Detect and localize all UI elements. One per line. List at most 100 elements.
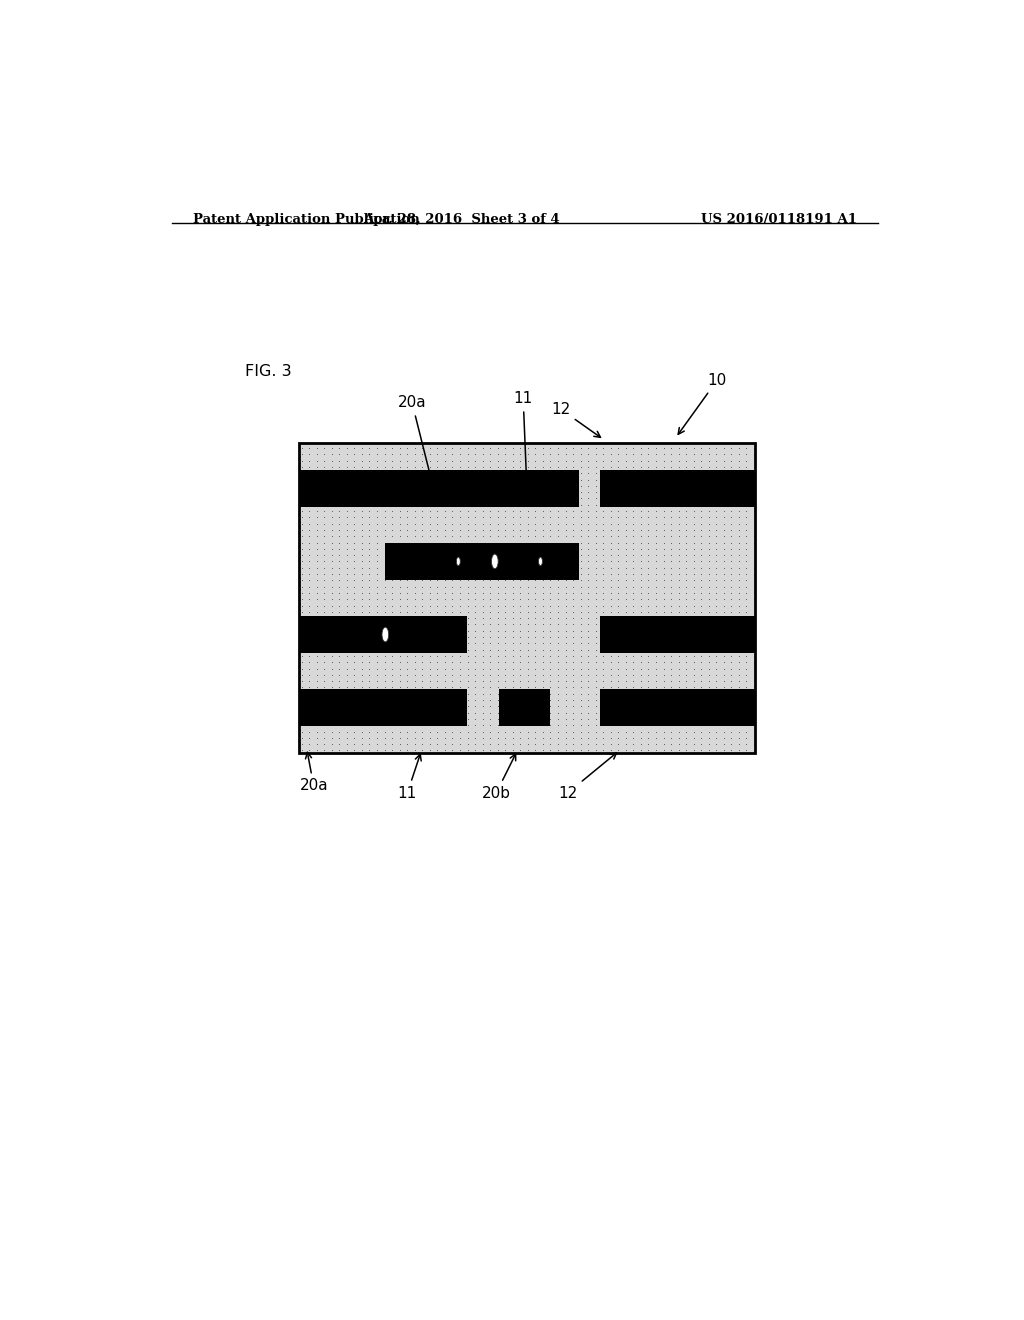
Point: [467, 721, 483, 742]
Point: [407, 652, 423, 673]
Point: [436, 714, 453, 735]
Point: [626, 595, 642, 616]
Point: [489, 500, 506, 521]
Point: [316, 652, 333, 673]
Point: [633, 677, 649, 698]
Point: [369, 444, 385, 465]
Point: [648, 462, 665, 483]
Point: [497, 519, 513, 540]
Point: [353, 437, 370, 458]
Point: [377, 627, 393, 648]
Point: [407, 488, 423, 510]
Point: [353, 507, 370, 528]
Point: [384, 639, 400, 660]
Point: [294, 741, 310, 762]
Point: [685, 457, 701, 478]
Point: [550, 652, 566, 673]
Point: [738, 595, 755, 616]
Point: [716, 582, 732, 603]
Point: [550, 444, 566, 465]
Point: [339, 500, 355, 521]
Point: [671, 684, 687, 705]
Point: [527, 488, 544, 510]
Point: [709, 684, 725, 705]
Point: [550, 437, 566, 458]
Point: [610, 627, 627, 648]
Point: [505, 714, 521, 735]
Point: [602, 488, 618, 510]
Point: [519, 462, 536, 483]
Point: [512, 696, 528, 717]
Point: [346, 602, 362, 623]
Point: [655, 507, 672, 528]
Point: [444, 475, 461, 496]
Point: [353, 734, 370, 755]
Point: [429, 494, 445, 515]
Point: [407, 444, 423, 465]
Point: [294, 614, 310, 635]
Point: [316, 519, 333, 540]
Point: [482, 696, 499, 717]
Point: [414, 444, 430, 465]
Point: [700, 645, 717, 667]
Point: [738, 632, 755, 653]
Point: [414, 539, 430, 560]
Point: [391, 532, 408, 553]
Point: [633, 507, 649, 528]
Point: [482, 734, 499, 755]
Point: [301, 564, 317, 585]
Point: [331, 727, 347, 748]
Point: [588, 602, 604, 623]
Point: [610, 525, 627, 546]
Point: [331, 734, 347, 755]
Point: [723, 532, 739, 553]
Point: [610, 539, 627, 560]
Point: [429, 450, 445, 471]
Point: [505, 614, 521, 635]
Point: [633, 696, 649, 717]
Point: [693, 714, 710, 735]
Point: [361, 595, 378, 616]
Point: [580, 469, 596, 490]
Point: [572, 702, 589, 723]
Point: [460, 532, 476, 553]
Point: [384, 576, 400, 597]
Point: [602, 595, 618, 616]
Point: [294, 627, 310, 648]
Point: [543, 741, 559, 762]
Point: [369, 469, 385, 490]
Point: [678, 620, 694, 642]
Point: [700, 734, 717, 755]
Point: [460, 689, 476, 710]
Point: [671, 545, 687, 566]
Point: [640, 475, 656, 496]
Point: [436, 684, 453, 705]
Point: [527, 589, 544, 610]
Point: [399, 494, 416, 515]
Point: [324, 627, 340, 648]
Point: [353, 632, 370, 653]
Point: [346, 457, 362, 478]
Point: [678, 564, 694, 585]
Point: [489, 582, 506, 603]
Point: [452, 469, 468, 490]
Point: [617, 696, 634, 717]
Point: [709, 494, 725, 515]
Point: [626, 602, 642, 623]
Point: [716, 450, 732, 471]
Point: [497, 513, 513, 535]
Point: [580, 664, 596, 685]
Point: [316, 462, 333, 483]
Point: [301, 532, 317, 553]
Point: [407, 557, 423, 578]
Point: [565, 677, 582, 698]
Point: [452, 500, 468, 521]
Point: [648, 532, 665, 553]
Point: [731, 469, 748, 490]
Point: [422, 727, 438, 748]
Point: [377, 741, 393, 762]
Point: [640, 513, 656, 535]
Point: [422, 557, 438, 578]
Point: [709, 444, 725, 465]
Point: [745, 709, 762, 730]
